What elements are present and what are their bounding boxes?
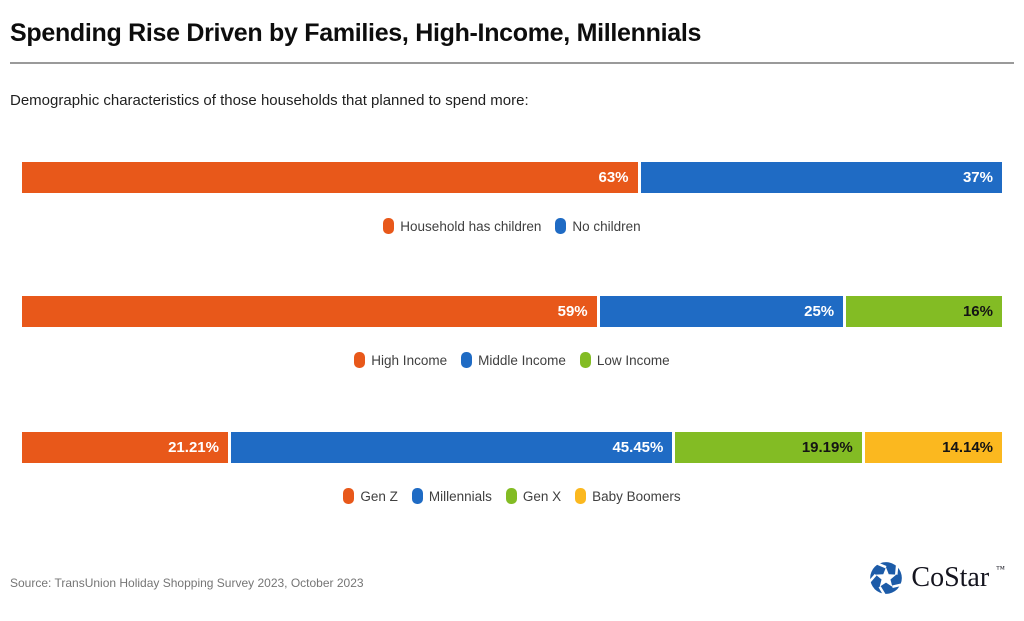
page-title: Spending Rise Driven by Families, High-I…	[10, 19, 702, 47]
legend-label: High Income	[371, 352, 448, 368]
legend-swatch-icon	[354, 352, 366, 368]
title-divider	[10, 62, 1014, 64]
legend-swatch-icon	[505, 488, 517, 504]
legend-item-middle-income: Middle Income	[461, 352, 566, 368]
costar-logo: CoStar ™	[868, 560, 1005, 596]
bar-segment-low-income: 16%	[846, 296, 1002, 327]
legend-swatch-icon	[411, 488, 423, 504]
chart-row-0: 63% 37% Household has children No children	[22, 162, 1002, 234]
costar-pinwheel-icon	[869, 562, 903, 596]
legend-item-no-children: No children	[555, 218, 641, 234]
chart-subtitle: Demographic characteristics of those hou…	[10, 92, 529, 109]
bar-segment-household-has-children: 63%	[22, 162, 638, 193]
legend-item-gen-x: Gen X	[505, 488, 562, 504]
legend-item-millennials: Millennials	[411, 488, 492, 504]
legend-label: Low Income	[596, 352, 670, 368]
bar-value-label: 59%	[557, 303, 588, 320]
legend-1: High Income Middle Income Low Income	[22, 352, 1002, 368]
bar-segment-millennials: 45.45%	[230, 432, 673, 463]
stacked-bar-2: 21.21% 45.45% 19.19% 14.14%	[22, 432, 1003, 463]
legend-item-gen-z: Gen Z	[343, 488, 398, 504]
stacked-bar-0: 63% 37%	[22, 162, 1002, 193]
legend-label: No children	[572, 218, 641, 234]
legend-0: Household has children No children	[22, 218, 1002, 234]
legend-item-high-income: High Income	[354, 352, 447, 368]
bar-value-label: 19.19%	[801, 439, 853, 456]
bar-segment-gen-z: 21.21%	[22, 432, 228, 463]
bar-segment-gen-x: 19.19%	[675, 432, 862, 463]
chart-row-1: 59% 25% 16% High Income Middle Income Low Inc…	[22, 296, 1002, 368]
bar-segment-high-income: 59%	[22, 296, 597, 327]
legend-swatch-icon	[461, 352, 473, 368]
legend-swatch-icon	[575, 488, 587, 504]
costar-logo-text: CoStar	[911, 562, 990, 593]
bar-value-label: 16%	[962, 303, 993, 320]
chart-row-2: 21.21% 45.45% 19.19% 14.14% Gen Z Millennials…	[22, 432, 1003, 504]
bar-value-label: 37%	[962, 169, 993, 186]
legend-swatch-icon	[579, 352, 591, 368]
bar-value-label: 25%	[804, 303, 835, 320]
legend-2: Gen Z Millennials Gen X Baby Boomers	[22, 488, 1002, 504]
legend-label: Gen Z	[360, 488, 398, 504]
stacked-bar-1: 59% 25% 16%	[22, 296, 1002, 327]
bar-segment-no-children: 37%	[640, 162, 1002, 193]
legend-label: Baby Boomers	[592, 488, 681, 504]
legend-label: Millennials	[428, 488, 492, 504]
bar-value-label: 21.21%	[168, 439, 219, 456]
legend-label: Gen X	[522, 488, 562, 504]
source-note: Source: TransUnion Holiday Shopping Surv…	[10, 576, 364, 590]
bar-segment-baby-boomers: 14.14%	[864, 432, 1003, 463]
legend-swatch-icon	[555, 218, 567, 234]
bar-segment-middle-income: 25%	[599, 296, 844, 327]
legend-swatch-icon	[343, 488, 355, 504]
bar-value-label: 45.45%	[612, 439, 664, 456]
bar-value-label: 14.14%	[942, 439, 994, 456]
legend-item-low-income: Low Income	[579, 352, 670, 368]
legend-label: Middle Income	[478, 352, 566, 368]
legend-label: Household has children	[400, 218, 542, 234]
bar-value-label: 63%	[598, 169, 629, 186]
legend-item-household-has-children: Household has children	[383, 218, 541, 234]
costar-logo-trademark: ™	[996, 564, 1005, 574]
legend-swatch-icon	[383, 218, 395, 234]
legend-item-baby-boomers: Baby Boomers	[575, 488, 681, 504]
